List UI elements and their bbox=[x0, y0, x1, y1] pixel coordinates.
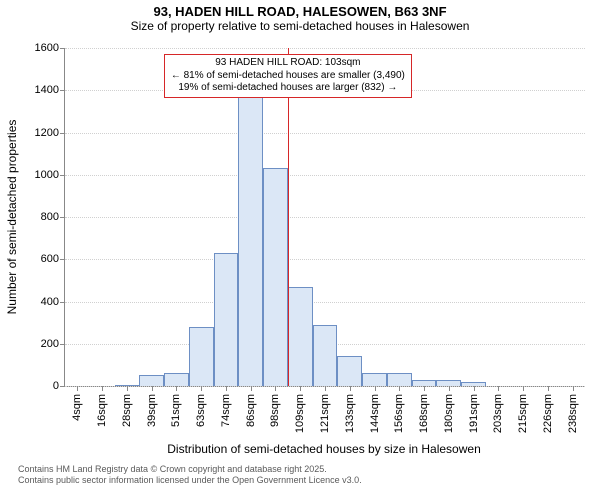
gridline bbox=[65, 302, 585, 303]
x-tick-label: 51sqm bbox=[170, 394, 182, 427]
x-tick-label: 215sqm bbox=[517, 394, 529, 433]
histogram-bar bbox=[214, 253, 239, 386]
chart-title: 93, HADEN HILL ROAD, HALESOWEN, B63 3NF bbox=[0, 0, 600, 19]
histogram-bar bbox=[189, 327, 214, 386]
y-tick-label: 1000 bbox=[35, 169, 65, 181]
y-tick-label: 400 bbox=[41, 296, 65, 308]
x-tick-label: 168sqm bbox=[418, 394, 430, 433]
gridline bbox=[65, 175, 585, 176]
gridline bbox=[65, 133, 585, 134]
x-tick-label: 191sqm bbox=[468, 394, 480, 433]
x-tick-label: 4sqm bbox=[71, 394, 83, 421]
annotation-line: ← 81% of semi-detached houses are smalle… bbox=[171, 70, 405, 83]
x-tick-label: 16sqm bbox=[96, 394, 108, 427]
x-tick-label: 203sqm bbox=[492, 394, 504, 433]
attribution-line: Contains public sector information licen… bbox=[18, 475, 600, 486]
histogram-bar bbox=[238, 78, 263, 386]
histogram-bar bbox=[263, 168, 288, 386]
x-tick-label: 226sqm bbox=[542, 394, 554, 433]
histogram-bar bbox=[362, 373, 387, 386]
y-tick-label: 600 bbox=[41, 253, 65, 265]
x-tick-label: 28sqm bbox=[121, 394, 133, 427]
x-tick-label: 238sqm bbox=[567, 394, 579, 433]
y-tick-label: 0 bbox=[53, 380, 65, 392]
histogram-bar bbox=[139, 375, 164, 386]
y-tick-label: 1600 bbox=[35, 42, 65, 54]
plot-area: 93 HADEN HILL ROAD: 103sqm← 81% of semi-… bbox=[64, 48, 585, 387]
x-tick-label: 121sqm bbox=[319, 394, 331, 433]
x-tick-label: 39sqm bbox=[146, 394, 158, 427]
histogram-bar bbox=[337, 356, 362, 386]
x-tick-label: 144sqm bbox=[369, 394, 381, 433]
y-tick-label: 800 bbox=[41, 211, 65, 223]
x-tick-label: 98sqm bbox=[269, 394, 281, 427]
histogram-bar bbox=[288, 287, 313, 386]
gridline bbox=[65, 48, 585, 49]
attribution-line: Contains HM Land Registry data © Crown c… bbox=[18, 464, 600, 475]
x-tick-label: 180sqm bbox=[443, 394, 455, 433]
x-tick-label: 133sqm bbox=[344, 394, 356, 433]
size-distribution-chart: 93, HADEN HILL ROAD, HALESOWEN, B63 3NF … bbox=[0, 0, 600, 500]
chart-subtitle: Size of property relative to semi-detach… bbox=[0, 19, 600, 33]
gridline bbox=[65, 259, 585, 260]
attribution-text: Contains HM Land Registry data © Crown c… bbox=[0, 464, 600, 486]
x-axis-label: Distribution of semi-detached houses by … bbox=[167, 442, 481, 456]
y-tick-label: 1200 bbox=[35, 127, 65, 139]
annotation-line: 93 HADEN HILL ROAD: 103sqm bbox=[171, 57, 405, 70]
y-tick-label: 1400 bbox=[35, 84, 65, 96]
property-marker-line bbox=[288, 48, 289, 386]
annotation-callout: 93 HADEN HILL ROAD: 103sqm← 81% of semi-… bbox=[164, 54, 412, 98]
y-tick-label: 200 bbox=[41, 338, 65, 350]
y-axis-label: Number of semi-detached properties bbox=[5, 120, 19, 315]
x-tick-label: 86sqm bbox=[245, 394, 257, 427]
gridline bbox=[65, 217, 585, 218]
histogram-bar bbox=[164, 373, 189, 386]
x-tick-label: 63sqm bbox=[195, 394, 207, 427]
histogram-bar bbox=[387, 373, 412, 386]
annotation-line: 19% of semi-detached houses are larger (… bbox=[171, 82, 405, 95]
x-tick-label: 156sqm bbox=[393, 394, 405, 433]
x-tick-label: 109sqm bbox=[294, 394, 306, 433]
histogram-bar bbox=[313, 325, 338, 386]
x-tick-label: 74sqm bbox=[220, 394, 232, 427]
